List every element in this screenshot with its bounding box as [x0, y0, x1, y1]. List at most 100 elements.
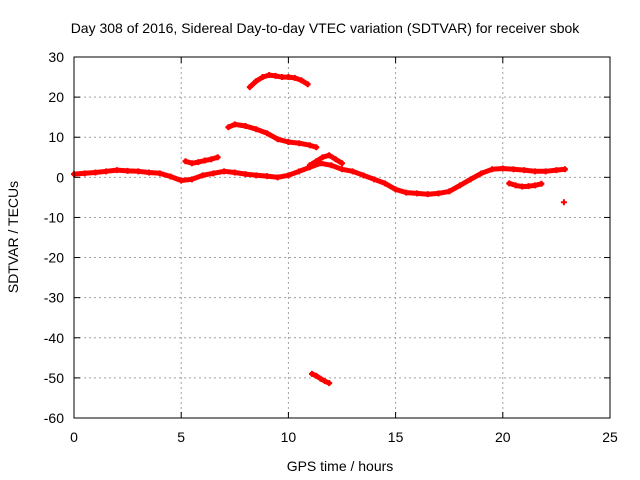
data-point	[306, 162, 313, 169]
data-point	[478, 170, 485, 177]
data-point	[332, 156, 339, 163]
x-tick-label: 15	[388, 429, 404, 445]
data-point	[272, 72, 279, 79]
x-tick-label: 5	[177, 429, 185, 445]
data-point	[285, 74, 292, 81]
data-point	[326, 152, 333, 159]
data-point	[167, 173, 174, 180]
series-arc-upper-mid	[306, 152, 345, 169]
data-point	[521, 167, 528, 174]
data-point	[313, 372, 320, 379]
data-point	[414, 190, 421, 197]
data-point	[274, 136, 281, 143]
data-point	[291, 74, 298, 81]
series-arc-mid	[225, 121, 320, 151]
y-tick-label: 20	[48, 89, 64, 105]
y-tick-label: 10	[48, 129, 64, 145]
data-point	[360, 172, 367, 179]
data-point	[92, 169, 99, 176]
data-point	[274, 174, 281, 181]
data-point	[285, 139, 292, 146]
series-main	[71, 160, 568, 198]
axis-ticks: 0 5 10 15 20 25 -60 -50 -40 -30 -20 -10 0 10 20 30	[44, 49, 618, 445]
grid-lines	[74, 57, 610, 418]
y-tick-label: 30	[48, 49, 64, 65]
series-trace	[225, 121, 319, 150]
data-point	[339, 166, 345, 173]
series-arc-late	[506, 180, 545, 190]
data-point	[208, 156, 215, 163]
data-point	[489, 166, 496, 173]
data-point	[531, 182, 538, 189]
data-point	[285, 172, 292, 179]
data-point	[298, 77, 305, 84]
data-point	[553, 167, 560, 174]
y-axis-label: SDTVAR / TECUs	[5, 181, 21, 293]
data-point	[506, 180, 513, 187]
y-tick-label: -40	[44, 330, 64, 346]
data-point	[188, 160, 195, 167]
x-axis-label: GPS time / hours	[287, 458, 394, 474]
data-point	[231, 121, 238, 128]
data-points	[71, 72, 568, 387]
x-tick-label: 0	[70, 429, 78, 445]
y-tick-label: -60	[44, 410, 64, 426]
series-trace	[247, 72, 311, 90]
data-point	[135, 168, 142, 175]
data-point	[538, 180, 545, 187]
data-point	[296, 140, 303, 147]
data-point	[214, 154, 221, 161]
data-point	[306, 142, 313, 149]
data-point	[531, 168, 538, 175]
data-point	[313, 158, 320, 165]
data-point	[328, 162, 335, 169]
data-point	[182, 158, 189, 165]
data-point	[296, 168, 303, 175]
data-point	[499, 165, 506, 172]
y-tick-label: -30	[44, 290, 64, 306]
y-tick-label: -10	[44, 209, 64, 225]
data-point	[403, 189, 410, 196]
series-arc-segment	[182, 154, 221, 167]
data-point	[188, 176, 195, 183]
data-point	[156, 170, 163, 177]
data-point	[242, 122, 249, 129]
data-point	[381, 180, 388, 187]
data-point	[278, 74, 285, 81]
data-point	[446, 188, 453, 195]
data-point	[221, 168, 228, 175]
y-tick-label: -50	[44, 370, 64, 386]
chart-title: Day 308 of 2016, Sidereal Day-to-day VTE…	[71, 20, 581, 36]
data-point	[424, 191, 431, 198]
data-point	[313, 144, 320, 151]
data-point	[435, 190, 442, 197]
data-point	[253, 78, 260, 85]
data-point	[259, 74, 266, 81]
data-point	[246, 84, 253, 91]
data-point	[146, 169, 153, 176]
x-tick-label: 25	[602, 429, 618, 445]
data-point	[510, 166, 517, 173]
data-point	[392, 186, 399, 193]
data-point	[201, 157, 208, 164]
data-point	[242, 171, 249, 178]
data-point	[113, 167, 120, 174]
data-point	[326, 380, 333, 387]
data-point	[253, 126, 260, 133]
data-point	[467, 176, 474, 183]
y-tick-label: -20	[44, 250, 64, 266]
data-point	[124, 167, 131, 174]
data-point	[339, 160, 345, 167]
plot-frame	[73, 56, 611, 419]
data-point	[253, 172, 260, 179]
data-point	[225, 124, 232, 131]
data-point	[456, 182, 463, 189]
data-point	[561, 166, 568, 173]
x-tick-label: 20	[495, 429, 511, 445]
data-point	[199, 172, 206, 179]
y-tick-label: 0	[56, 169, 64, 185]
x-tick-label: 10	[281, 429, 297, 445]
data-point	[231, 169, 238, 176]
data-point	[304, 81, 311, 88]
